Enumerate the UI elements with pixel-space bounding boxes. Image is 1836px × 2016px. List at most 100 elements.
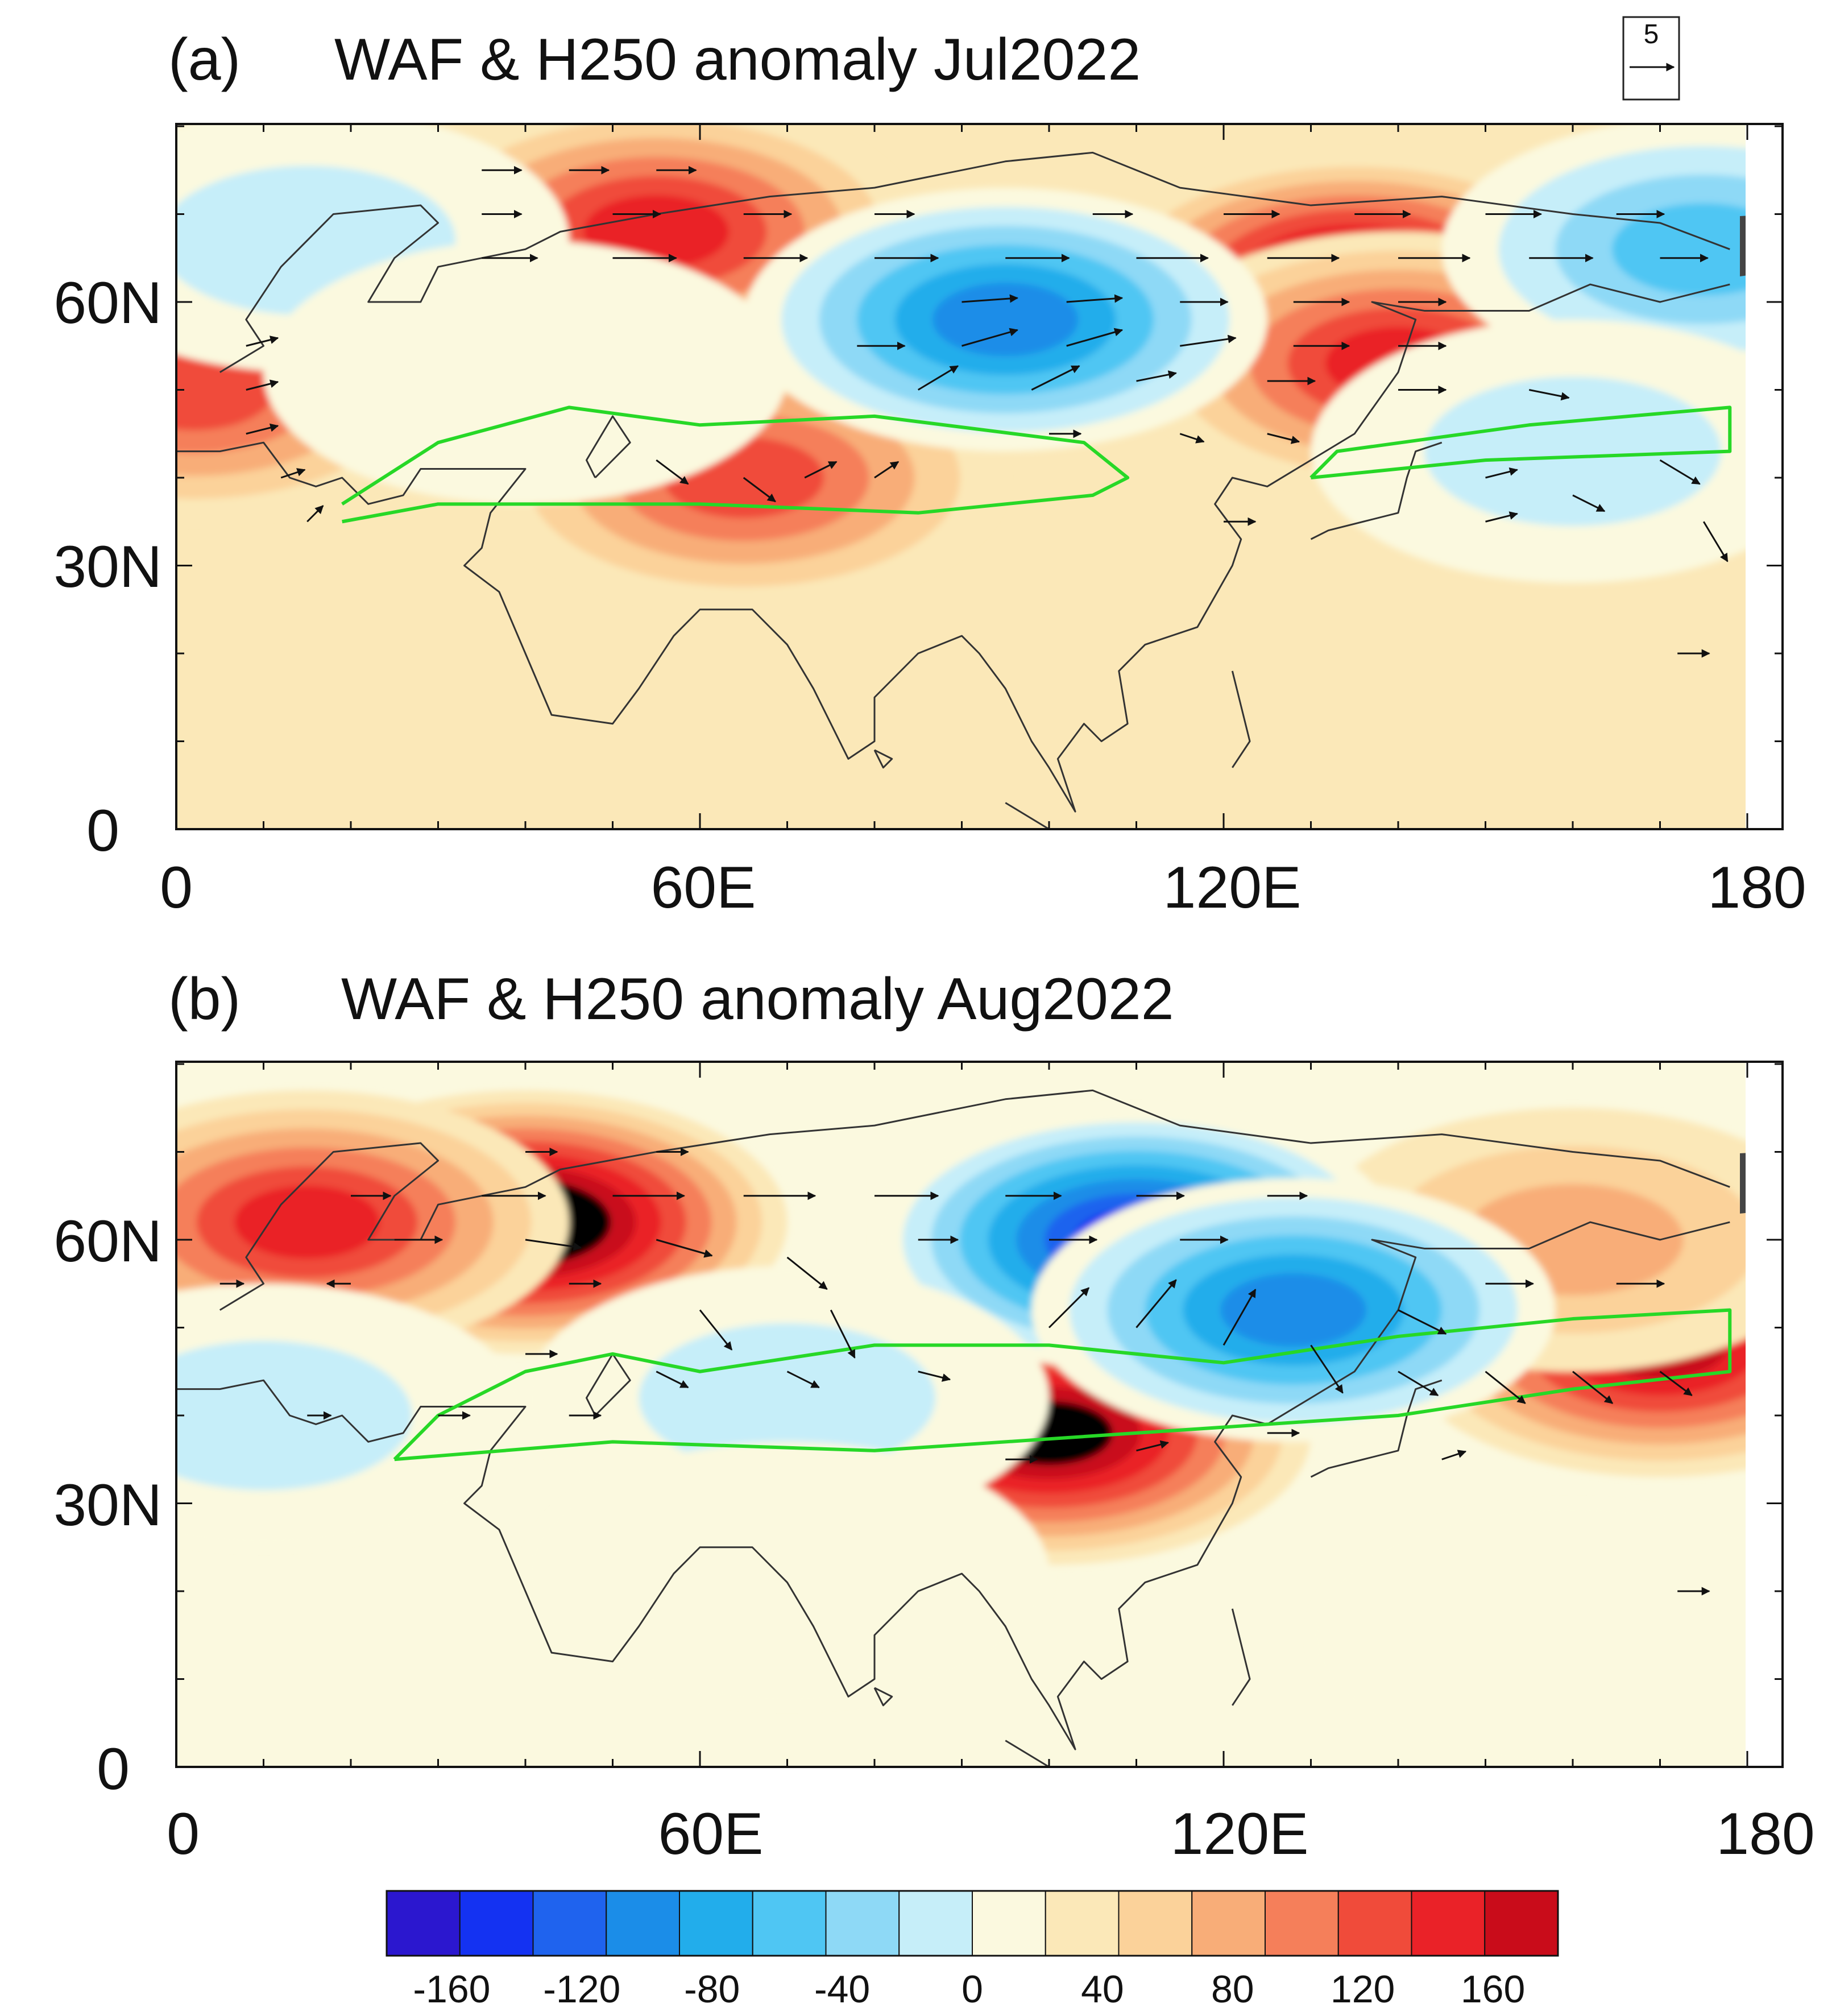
flux-vector-29 [1066, 328, 1124, 347]
flux-vector-31 [1572, 1371, 1614, 1404]
panel-b-ytick-0: 0 [97, 1736, 130, 1802]
panel-b-label: (b) [168, 966, 241, 1032]
panel-b: (b) WAF & H250 anomaly Aug2022 0 60E 120… [53, 966, 1815, 1867]
panel-a-ytick-0: 0 [86, 798, 119, 864]
colorbar-swatch-12 [1265, 1890, 1339, 1956]
colorbar-swatch-1 [459, 1890, 534, 1956]
panel-a: (a) WAF & H250 anomaly Jul2022 0 60E 120… [53, 27, 1806, 921]
coastline-4 [1231, 1608, 1251, 1706]
anomaly-level-5-5 [932, 283, 1079, 357]
panel-b-map [176, 1062, 1746, 1767]
flux-vector-56 [1485, 511, 1518, 523]
panel-b-land-mask [1740, 1153, 1746, 1214]
coastline-1 [176, 283, 1730, 813]
colorbar-swatch-10 [1118, 1890, 1193, 1956]
flux-vector-43 [1441, 1450, 1467, 1460]
anomaly-level-3-4 [176, 349, 274, 430]
flux-vector-30 [1180, 334, 1237, 347]
panel-a-label: (a) [168, 27, 241, 93]
jet-contour-0 [341, 405, 1130, 524]
coastline-5 [1005, 802, 1052, 829]
flux-vector-23 [1135, 1279, 1177, 1328]
panel-a-xtick-120e: 120E [1163, 855, 1302, 921]
flux-vector-34 [656, 1371, 689, 1389]
panel-a-xtick-180: 180 [1707, 855, 1806, 921]
colorbar-swatches [386, 1890, 1559, 1957]
flux-vector-23 [1066, 294, 1124, 303]
colorbar-swatch-9 [1045, 1890, 1120, 1956]
flux-vector-12 [656, 1239, 713, 1258]
colorbar-swatch-7 [898, 1890, 973, 1956]
colorbar-swatch-14 [1411, 1890, 1486, 1956]
coastline-0 [219, 1089, 1730, 1311]
colorbar-tick-label-4: 0 [961, 1968, 983, 2011]
flux-vector-39 [246, 336, 279, 347]
coastline-1 [176, 1221, 1730, 1750]
colorbar-swatch-2 [532, 1890, 607, 1956]
colorbar-tick-label-8: 160 [1461, 1968, 1525, 2011]
colorbar-swatch-15 [1484, 1890, 1559, 1956]
panel-a-xtick-60e: 60E [650, 855, 756, 921]
flux-vector-36 [918, 1371, 951, 1382]
flux-vector-46 [804, 461, 838, 479]
colorbar-swatch-4 [679, 1890, 753, 1956]
flux-vector-34 [1031, 365, 1080, 391]
flux-vector-49 [1179, 433, 1205, 444]
flux-vector-50 [1267, 433, 1300, 444]
flux-vector-30 [1485, 1371, 1526, 1404]
flux-vector-42 [280, 468, 306, 479]
flux-vector-45 [743, 477, 776, 503]
flux-vector-53 [1659, 459, 1701, 485]
colorbar-swatch-0 [386, 1890, 461, 1956]
panel-a-wave-activity-flux [246, 165, 1729, 658]
panel-b-ytick-60n: 60N [53, 1208, 162, 1274]
flux-vector-13 [786, 1256, 828, 1290]
colorbar-swatch-8 [972, 1890, 1046, 1956]
flux-vector-29 [1398, 1371, 1439, 1397]
coastline-6 [873, 749, 893, 769]
flux-vector-20 [699, 1309, 733, 1351]
flux-vector-24 [1222, 1289, 1257, 1346]
flux-vector-51 [1485, 467, 1518, 479]
colorbar-tick-label-1: -120 [543, 1968, 620, 2011]
flux-vector-54 [1702, 521, 1729, 562]
flux-vector-21 [830, 1309, 856, 1359]
panel-b-xtick-120e: 120E [1171, 1801, 1309, 1867]
colorbar-tick-label-7: 120 [1331, 1968, 1395, 2011]
flux-vector-44 [656, 459, 689, 485]
anomaly-level-1-5 [234, 1185, 380, 1259]
flux-vector-25 [1310, 1344, 1344, 1394]
panel-a-ytick-60n: 60N [53, 270, 162, 336]
flux-vector-11 [525, 1239, 582, 1251]
flux-vector-41 [246, 423, 279, 435]
colorbar-labels: -160 -120 -80 -40 0 40 80 120 160 [413, 1968, 1525, 2011]
panel-b-ytick-30n: 30N [53, 1472, 162, 1538]
coastline-0 [219, 151, 1730, 373]
panel-b-title: WAF & H250 anomaly Aug2022 [341, 966, 1174, 1032]
flux-vector-22 [1048, 1287, 1090, 1328]
colorbar-swatch-13 [1337, 1890, 1412, 1956]
anomaly-level-10-0 [1311, 1503, 1746, 1767]
jet-contour-1 [1309, 405, 1732, 479]
panel-b-xtick-0: 0 [167, 1801, 200, 1867]
flux-vector-40 [246, 379, 279, 391]
panel-b-xtick-60e: 60E [658, 1801, 763, 1867]
panel-a-land-mask [1740, 216, 1746, 276]
coastline-2 [1310, 441, 1443, 540]
jet-contour-0 [393, 1308, 1732, 1462]
colorbar-swatch-5 [752, 1890, 827, 1956]
flux-vector-32 [1659, 1371, 1693, 1396]
anomaly-level-9-0 [263, 240, 788, 504]
panel-a-ticks [175, 124, 1783, 830]
flux-vector-33 [917, 365, 959, 391]
panel-a-title: WAF & H250 anomaly Jul2022 [334, 27, 1141, 93]
anomaly-level-7-1 [1424, 376, 1721, 526]
colorbar: -160 -120 -80 -40 0 40 80 120 160 [386, 1890, 1559, 2011]
anomaly-level-9-0 [525, 1442, 1049, 1705]
anomaly-level-8-1 [639, 1323, 936, 1473]
reference-vector-key: 5 [1622, 16, 1680, 101]
panel-a-coastlines [176, 151, 1730, 829]
colorbar-tick-label-5: 40 [1081, 1968, 1124, 2011]
panel-b-frame [175, 1061, 1784, 1768]
